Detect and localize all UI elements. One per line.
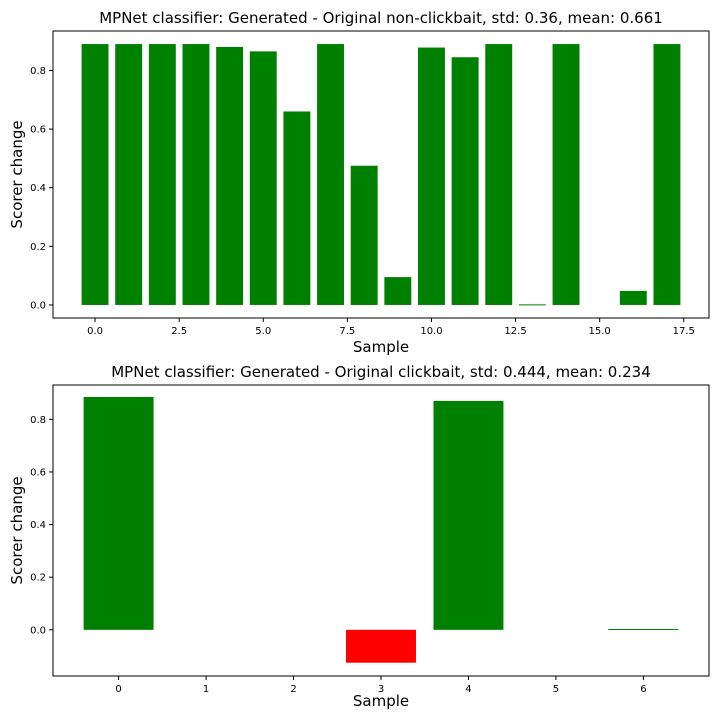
y-tick-label: 0.8 xyxy=(30,66,46,77)
y-tick-label: 0.2 xyxy=(30,573,46,584)
x-tick-label: 7.5 xyxy=(339,326,355,337)
bar-0 xyxy=(81,44,109,305)
x-tick-label: 5.0 xyxy=(255,326,271,337)
x-tick-label: 4 xyxy=(465,684,471,695)
chart-title: MPNet classifier: Generated - Original n… xyxy=(99,9,663,27)
x-tick-label: 2 xyxy=(290,684,296,695)
x-tick-label: 2.5 xyxy=(171,326,187,337)
y-axis-label: Scorer change xyxy=(8,120,26,228)
bars-group xyxy=(81,44,681,306)
bar-9 xyxy=(384,277,412,305)
y-tick-label: 0.0 xyxy=(30,625,46,636)
bar-6 xyxy=(283,111,311,305)
bar-1 xyxy=(115,44,143,305)
bar-8 xyxy=(350,165,378,305)
bar-14 xyxy=(552,44,580,305)
bar-3 xyxy=(346,629,416,663)
bar-6 xyxy=(608,629,679,631)
y-axis-label: Scorer change xyxy=(8,476,26,584)
bar-10 xyxy=(418,47,445,305)
x-axis-label: Sample xyxy=(353,692,409,710)
bar-3 xyxy=(182,44,210,305)
chart-top: MPNet classifier: Generated - Original n… xyxy=(8,9,710,356)
x-tick-label: 15.0 xyxy=(589,326,611,337)
x-tick-label: 5 xyxy=(553,684,559,695)
bar-0 xyxy=(83,396,154,630)
bar-16 xyxy=(619,290,647,305)
y-tick-label: 0.6 xyxy=(30,125,46,136)
x-tick-label: 10.0 xyxy=(420,326,442,337)
bar-7 xyxy=(317,44,344,305)
plot-frame xyxy=(52,30,710,319)
y-tick-label: 0.2 xyxy=(30,242,46,253)
y-tick-label: 0.8 xyxy=(30,415,46,426)
x-tick-label: 0.0 xyxy=(87,326,103,337)
x-tick-label: 3 xyxy=(378,684,384,695)
bar-4 xyxy=(216,46,244,305)
bar-4 xyxy=(433,400,504,630)
bars-group xyxy=(83,396,679,663)
x-tick-label: 6 xyxy=(640,684,646,695)
chart-title: MPNet classifier: Generated - Original c… xyxy=(111,363,651,381)
y-tick-label: 0.4 xyxy=(30,183,46,194)
x-tick-label: 1 xyxy=(203,684,209,695)
bar-11 xyxy=(451,57,479,305)
bar-13 xyxy=(518,304,546,306)
x-tick-label: 0 xyxy=(115,684,121,695)
ticks-group: 0.0 2.5 5.0 7.5 10.0 12.5 15.0 17.5 0.0 0.2 0.4 0.6… xyxy=(30,66,695,337)
ticks-group: 0 1 2 3 4 5 6 0.0 0.2 0.4 0.6 0.8 xyxy=(30,415,646,695)
x-axis-label: Sample xyxy=(353,338,409,356)
bar-2 xyxy=(148,44,176,305)
y-tick-label: 0.6 xyxy=(30,467,46,478)
bar-17 xyxy=(653,44,681,305)
y-tick-label: 0.0 xyxy=(30,300,46,311)
x-tick-label: 17.5 xyxy=(673,326,695,337)
chart-bottom: MPNet classifier: Generated - Original c… xyxy=(8,363,710,710)
bar-12 xyxy=(485,44,513,305)
y-tick-label: 0.4 xyxy=(30,520,46,531)
bar-5 xyxy=(249,51,277,305)
x-tick-label: 12.5 xyxy=(504,326,526,337)
plot-frame xyxy=(52,384,710,677)
